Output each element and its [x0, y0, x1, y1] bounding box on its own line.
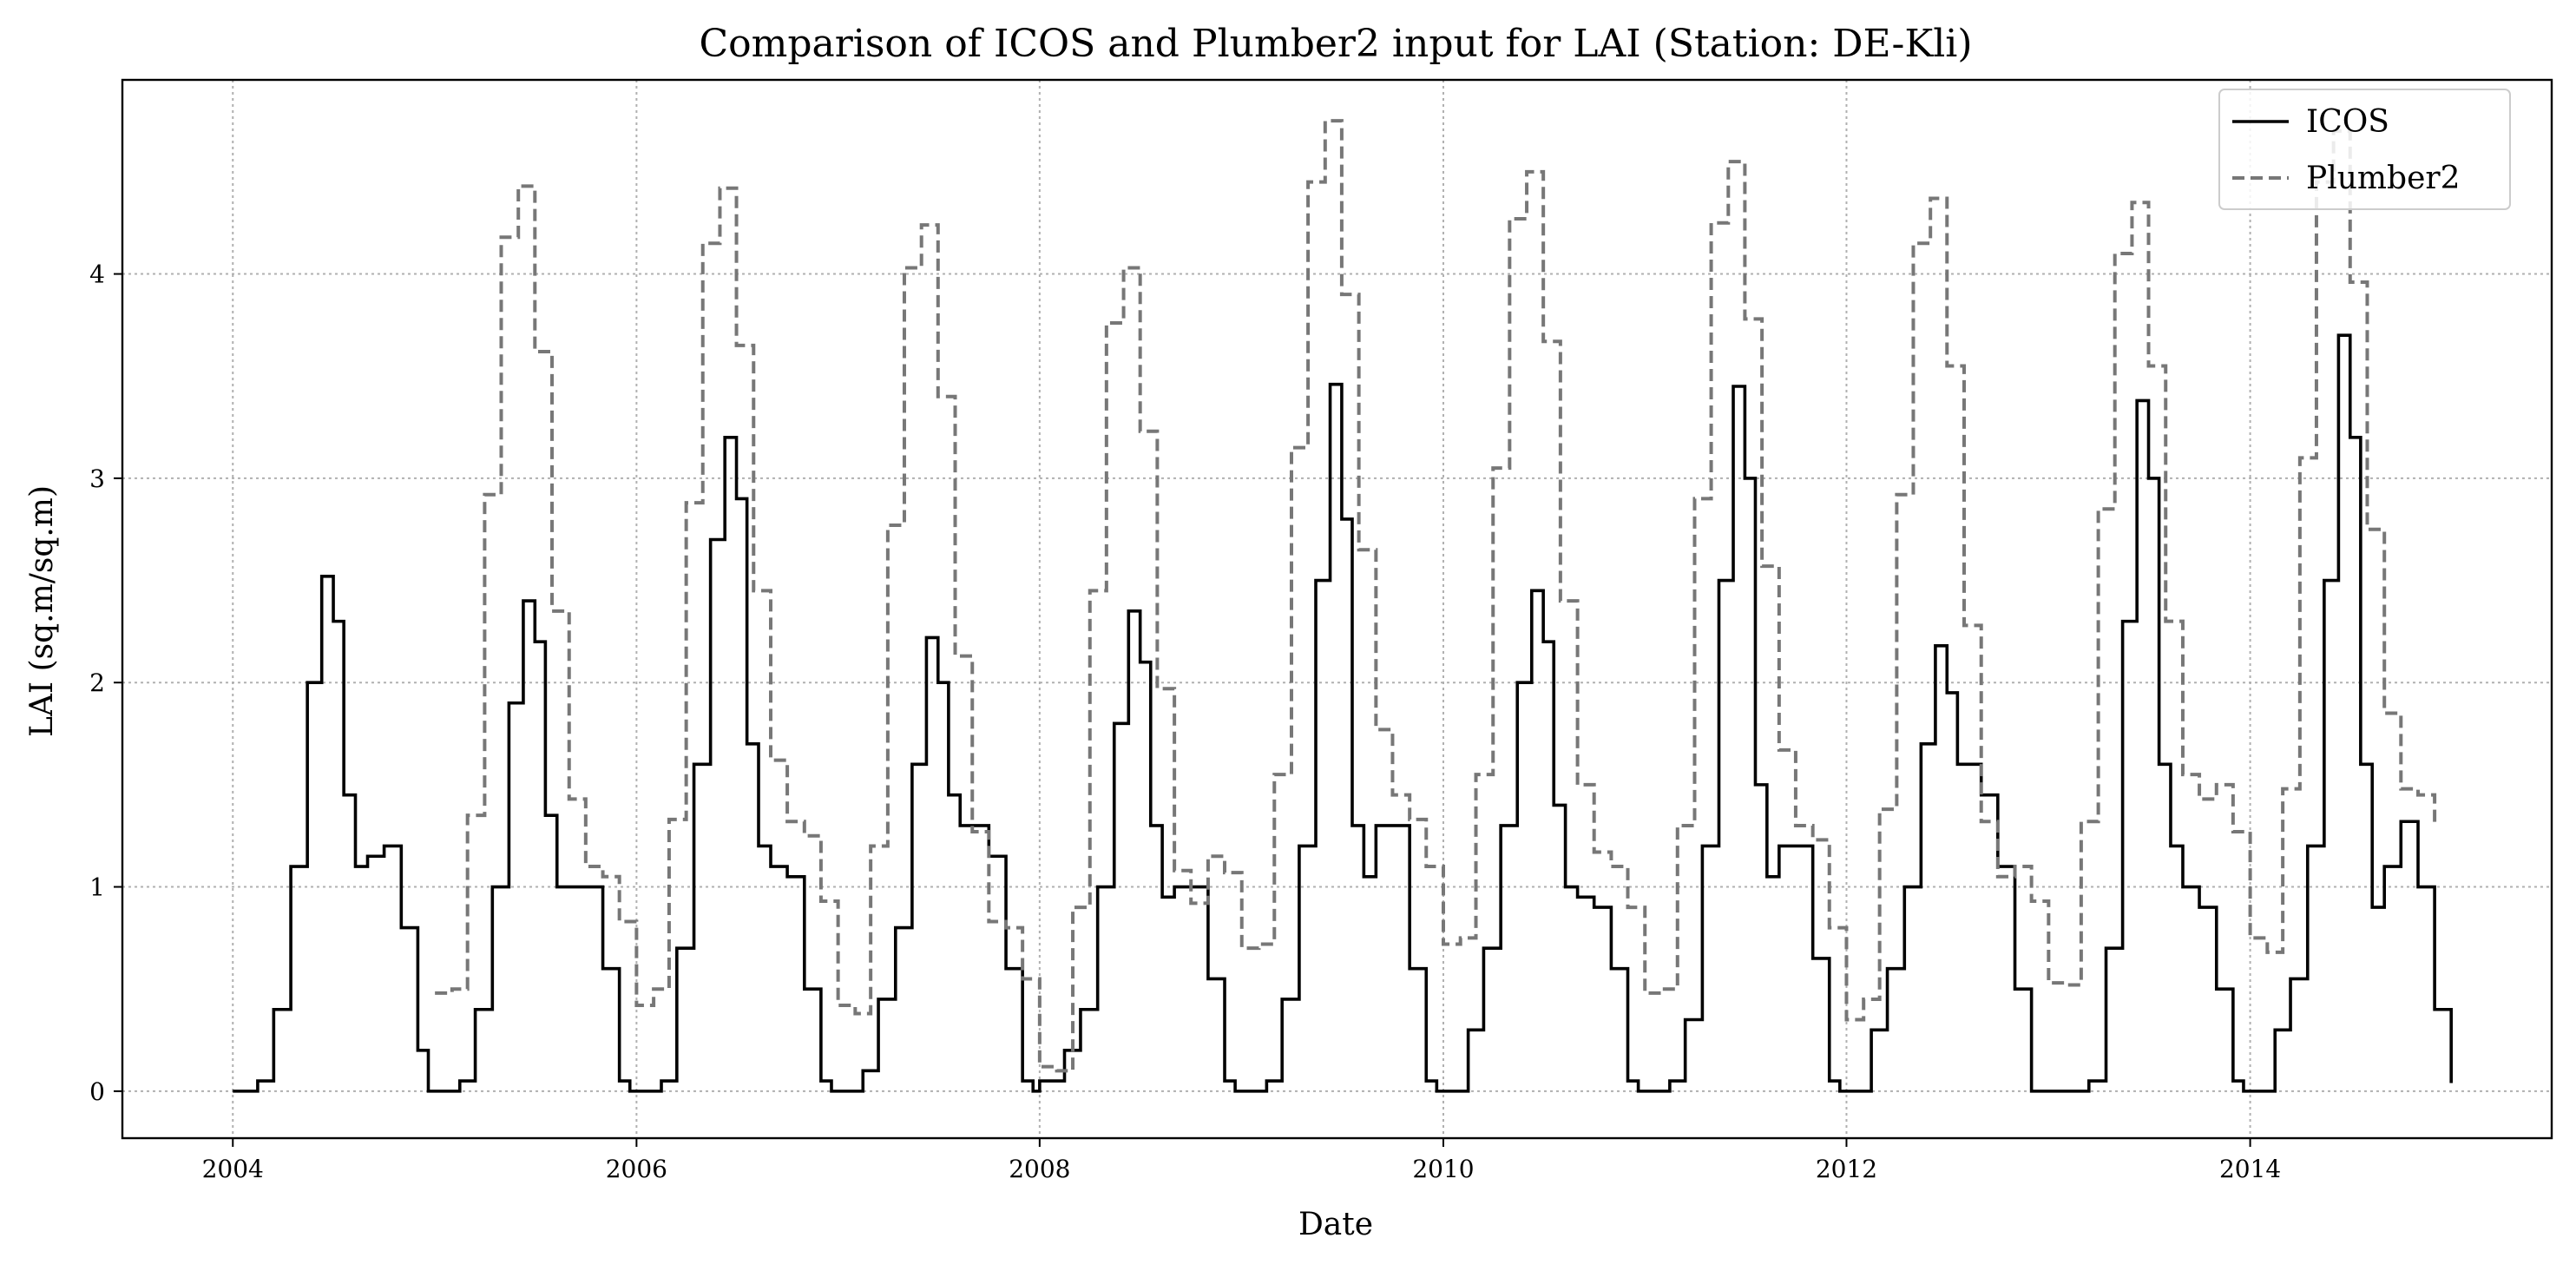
legend-label-plumber2: Plumber2: [2306, 161, 2461, 196]
y-axis-label: LAI (sq.m/sq.m): [24, 485, 60, 737]
axis-ticks: 2004 2006 2008 2010 2012 2014 0 1 2 3 4: [89, 260, 2281, 1183]
plot-frame: [121, 78, 2553, 1140]
x-tick-label: 2008: [1009, 1155, 1070, 1183]
y-tick-label: 0: [89, 1077, 105, 1106]
y-tick-label: 4: [89, 260, 105, 289]
series-line-icos: [233, 333, 2453, 1093]
series-line-plumber2: [435, 119, 2437, 1073]
x-tick-label: 2004: [202, 1155, 264, 1183]
legend-label-icos: ICOS: [2306, 104, 2389, 140]
plot-series: [233, 119, 2453, 1093]
legend-box: [2218, 89, 2511, 210]
y-tick-label: 3: [89, 464, 105, 493]
x-tick-label: 2012: [1816, 1155, 1877, 1183]
y-tick-label: 1: [89, 873, 105, 902]
x-tick-label: 2010: [1412, 1155, 1474, 1183]
y-tick-label: 2: [89, 668, 105, 697]
legend: ICOS Plumber2: [2218, 89, 2511, 210]
gridlines: [122, 80, 2552, 1138]
x-tick-label: 2014: [2219, 1155, 2281, 1183]
x-axis-label: Date: [1298, 1207, 1373, 1242]
x-tick-label: 2006: [606, 1155, 667, 1183]
chart-title: Comparison of ICOS and Plumber2 input fo…: [699, 22, 1972, 66]
